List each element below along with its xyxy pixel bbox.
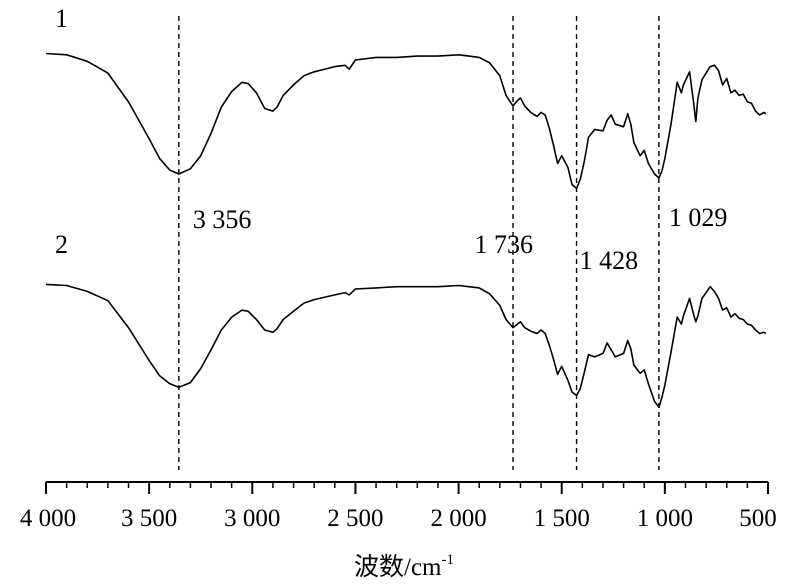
tick-label-1500: 1 500	[534, 505, 590, 532]
peak-label-1428: 1 428	[580, 246, 639, 275]
tick-label-1000: 1 000	[637, 505, 693, 532]
peak-label-1736: 1 736	[475, 230, 534, 259]
x-axis: 4 000 3 500 3 000 2 500 2 000 1 500 1 000 500	[20, 481, 777, 532]
tick-label-4000: 4 000	[20, 505, 76, 532]
tick-label-3500: 3 500	[121, 505, 177, 532]
chart-labels: 1 2 波数/cm-1	[55, 4, 454, 581]
tick-label-2000: 2 000	[430, 505, 486, 532]
spectrum-line-2	[45, 283, 767, 408]
spectrum-curves	[45, 52, 767, 408]
reference-lines: 3 356 1 736 1 428 1 029	[178, 16, 728, 470]
x-axis-title-text: 波数/cm	[354, 553, 442, 581]
tick-label-2500: 2 500	[327, 505, 383, 532]
series-label-1: 1	[55, 4, 68, 33]
peak-label-3356: 3 356	[193, 205, 252, 234]
tick-label-500: 500	[739, 505, 777, 532]
peak-label-1029: 1 029	[669, 203, 728, 232]
tick-label-3000: 3 000	[224, 505, 280, 532]
spectrum-line-1	[45, 52, 767, 190]
x-axis-title: 波数/cm-1	[354, 552, 454, 581]
series-label-2: 2	[55, 230, 68, 259]
x-axis-title-superscript: -1	[442, 552, 455, 568]
